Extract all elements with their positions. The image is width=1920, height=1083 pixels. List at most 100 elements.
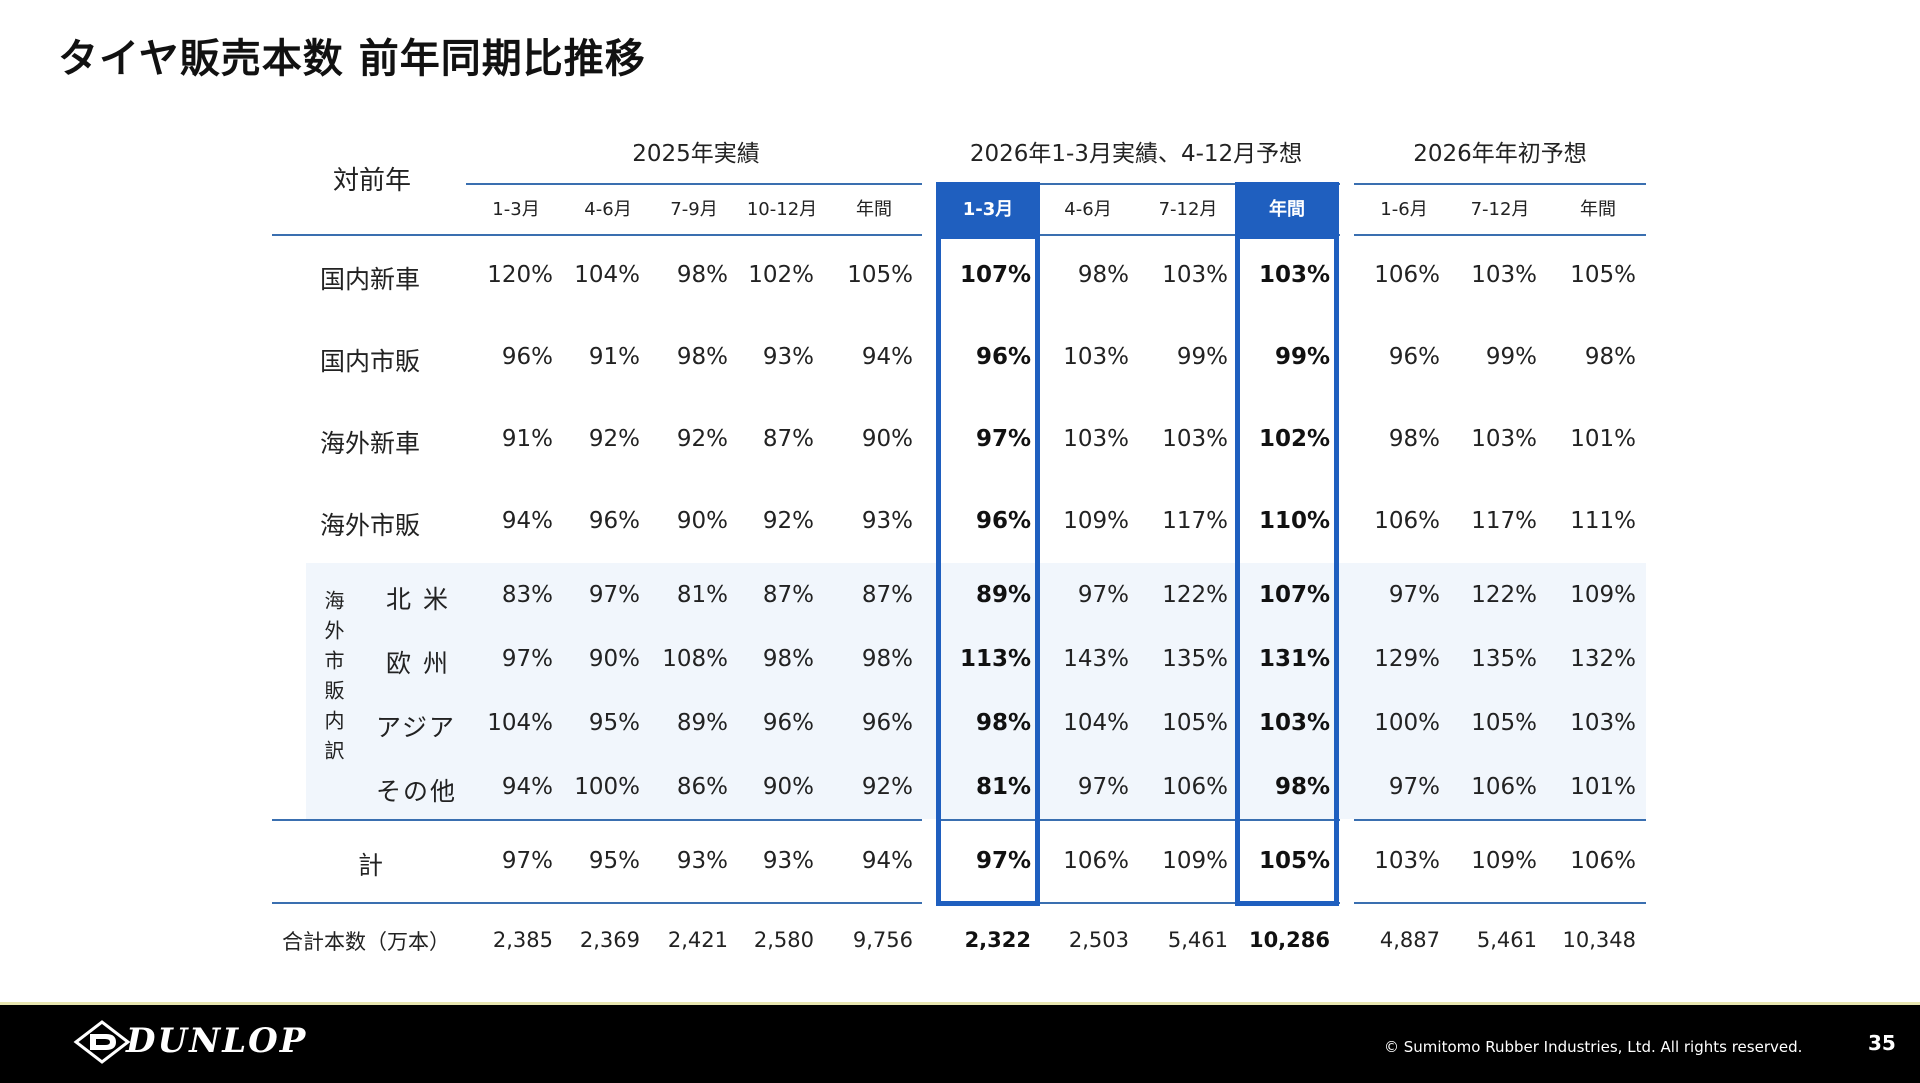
corner-label: 対前年 — [332, 166, 411, 196]
breakdown-label: 海外市販内訳 — [321, 590, 345, 770]
table-bottom-line — [936, 902, 1340, 904]
table-cell: 93% — [861, 508, 913, 534]
table-cell: 99% — [1274, 344, 1330, 370]
table-cell: 97% — [1388, 774, 1440, 800]
table-bottom-line — [1354, 902, 1646, 904]
table-cell: 106% — [1162, 774, 1228, 800]
group-header-2026-initial-forecast: 2026年年初予想 — [1413, 141, 1587, 167]
total-divider — [936, 819, 1340, 821]
table-cell: 95% — [588, 848, 640, 874]
col-header: 年間 — [1580, 199, 1616, 220]
table-cell: 98% — [762, 646, 814, 672]
table-cell: 96% — [762, 710, 814, 736]
table-cell: 2,369 — [579, 928, 640, 952]
table-cell: 92% — [676, 426, 728, 452]
table-cell: 97% — [975, 426, 1031, 452]
breakdown-shade — [306, 563, 1646, 819]
table-cell: 103% — [1471, 262, 1537, 288]
table-bottom-line — [272, 902, 922, 904]
table-cell: 90% — [676, 508, 728, 534]
total-divider — [1354, 819, 1646, 821]
table-cell: 4,887 — [1379, 928, 1440, 952]
table-cell: 106% — [1570, 848, 1636, 874]
table-cell: 2,503 — [1068, 928, 1129, 952]
table-cell: 98% — [1274, 774, 1330, 800]
row-label: 海外新車 — [320, 429, 421, 458]
table-cell: 2,580 — [753, 928, 814, 952]
col-header: 4-6月 — [1064, 199, 1112, 220]
table-cell: 98% — [676, 344, 728, 370]
table-cell: 89% — [975, 582, 1031, 608]
col-header-highlighted: 年間 — [1269, 199, 1305, 220]
breakdown-row-label: 北 米 — [386, 585, 450, 614]
table-cell: 90% — [861, 426, 913, 452]
table-cell: 105% — [1570, 262, 1636, 288]
table-cell: 98% — [975, 710, 1031, 736]
table-cell: 97% — [1388, 582, 1440, 608]
table-cell: 94% — [501, 774, 553, 800]
table-cell: 93% — [762, 344, 814, 370]
page-number: 35 — [1868, 1031, 1896, 1055]
table-cell: 102% — [748, 262, 814, 288]
table-cell: 109% — [1162, 848, 1228, 874]
table-cell: 90% — [762, 774, 814, 800]
table-cell: 105% — [1471, 710, 1537, 736]
table-cell: 97% — [1077, 582, 1129, 608]
table-cell: 135% — [1471, 646, 1537, 672]
table-cell: 10,348 — [1562, 928, 1636, 952]
table-cell: 103% — [1471, 426, 1537, 452]
units-row-label: 合計本数（万本） — [282, 930, 450, 954]
table-cell: 91% — [501, 426, 553, 452]
table-cell: 105% — [1258, 848, 1330, 874]
table-cell: 106% — [1063, 848, 1129, 874]
highlight-box-q1 — [936, 234, 1040, 906]
table-cell: 94% — [861, 344, 913, 370]
table-cell: 93% — [676, 848, 728, 874]
col-header: 4-6月 — [584, 199, 632, 220]
header-divider — [936, 234, 1340, 236]
table-cell: 106% — [1471, 774, 1537, 800]
breakdown-row-label: その他 — [376, 777, 458, 806]
table-cell: 98% — [1584, 344, 1636, 370]
group-header-2025-actual: 2025年実績 — [632, 141, 760, 167]
table-cell: 109% — [1570, 582, 1636, 608]
table-cell: 101% — [1570, 774, 1636, 800]
table-cell: 90% — [588, 646, 640, 672]
table-cell: 96% — [975, 344, 1031, 370]
table-cell: 129% — [1374, 646, 1440, 672]
table-cell: 10,286 — [1248, 928, 1330, 952]
table-cell: 81% — [975, 774, 1031, 800]
table-cell: 96% — [975, 508, 1031, 534]
table-cell: 96% — [501, 344, 553, 370]
col-header-highlighted: 1-3月 — [962, 199, 1014, 220]
table-cell: 108% — [662, 646, 728, 672]
table-cell: 2,421 — [667, 928, 728, 952]
table-cell: 113% — [959, 646, 1031, 672]
table-cell: 107% — [959, 262, 1031, 288]
group-underline — [466, 183, 922, 185]
table-cell: 94% — [501, 508, 553, 534]
dunlop-logo-text: DUNLOP — [126, 1021, 308, 1061]
col-header: 1-3月 — [492, 199, 540, 220]
group-underline — [1354, 183, 1646, 185]
table-cell: 117% — [1471, 508, 1537, 534]
row-label: 国内新車 — [320, 265, 421, 294]
table-cell: 103% — [1063, 426, 1129, 452]
table-cell: 122% — [1162, 582, 1228, 608]
table-cell: 93% — [762, 848, 814, 874]
table-cell: 92% — [588, 426, 640, 452]
header-divider — [1354, 234, 1646, 236]
table-cell: 98% — [861, 646, 913, 672]
header-divider — [272, 234, 922, 236]
slide-title: タイヤ販売本数 前年同期比推移 — [58, 36, 646, 82]
table-cell: 87% — [861, 582, 913, 608]
col-header: 7-12月 — [1470, 199, 1530, 220]
highlight-header-q1 — [936, 182, 1040, 236]
table-cell: 105% — [1162, 710, 1228, 736]
table-cell: 2,322 — [964, 928, 1031, 952]
table-cell: 101% — [1570, 426, 1636, 452]
total-divider — [272, 819, 922, 821]
table-cell: 97% — [975, 848, 1031, 874]
table-cell: 91% — [588, 344, 640, 370]
table-cell: 97% — [501, 646, 553, 672]
